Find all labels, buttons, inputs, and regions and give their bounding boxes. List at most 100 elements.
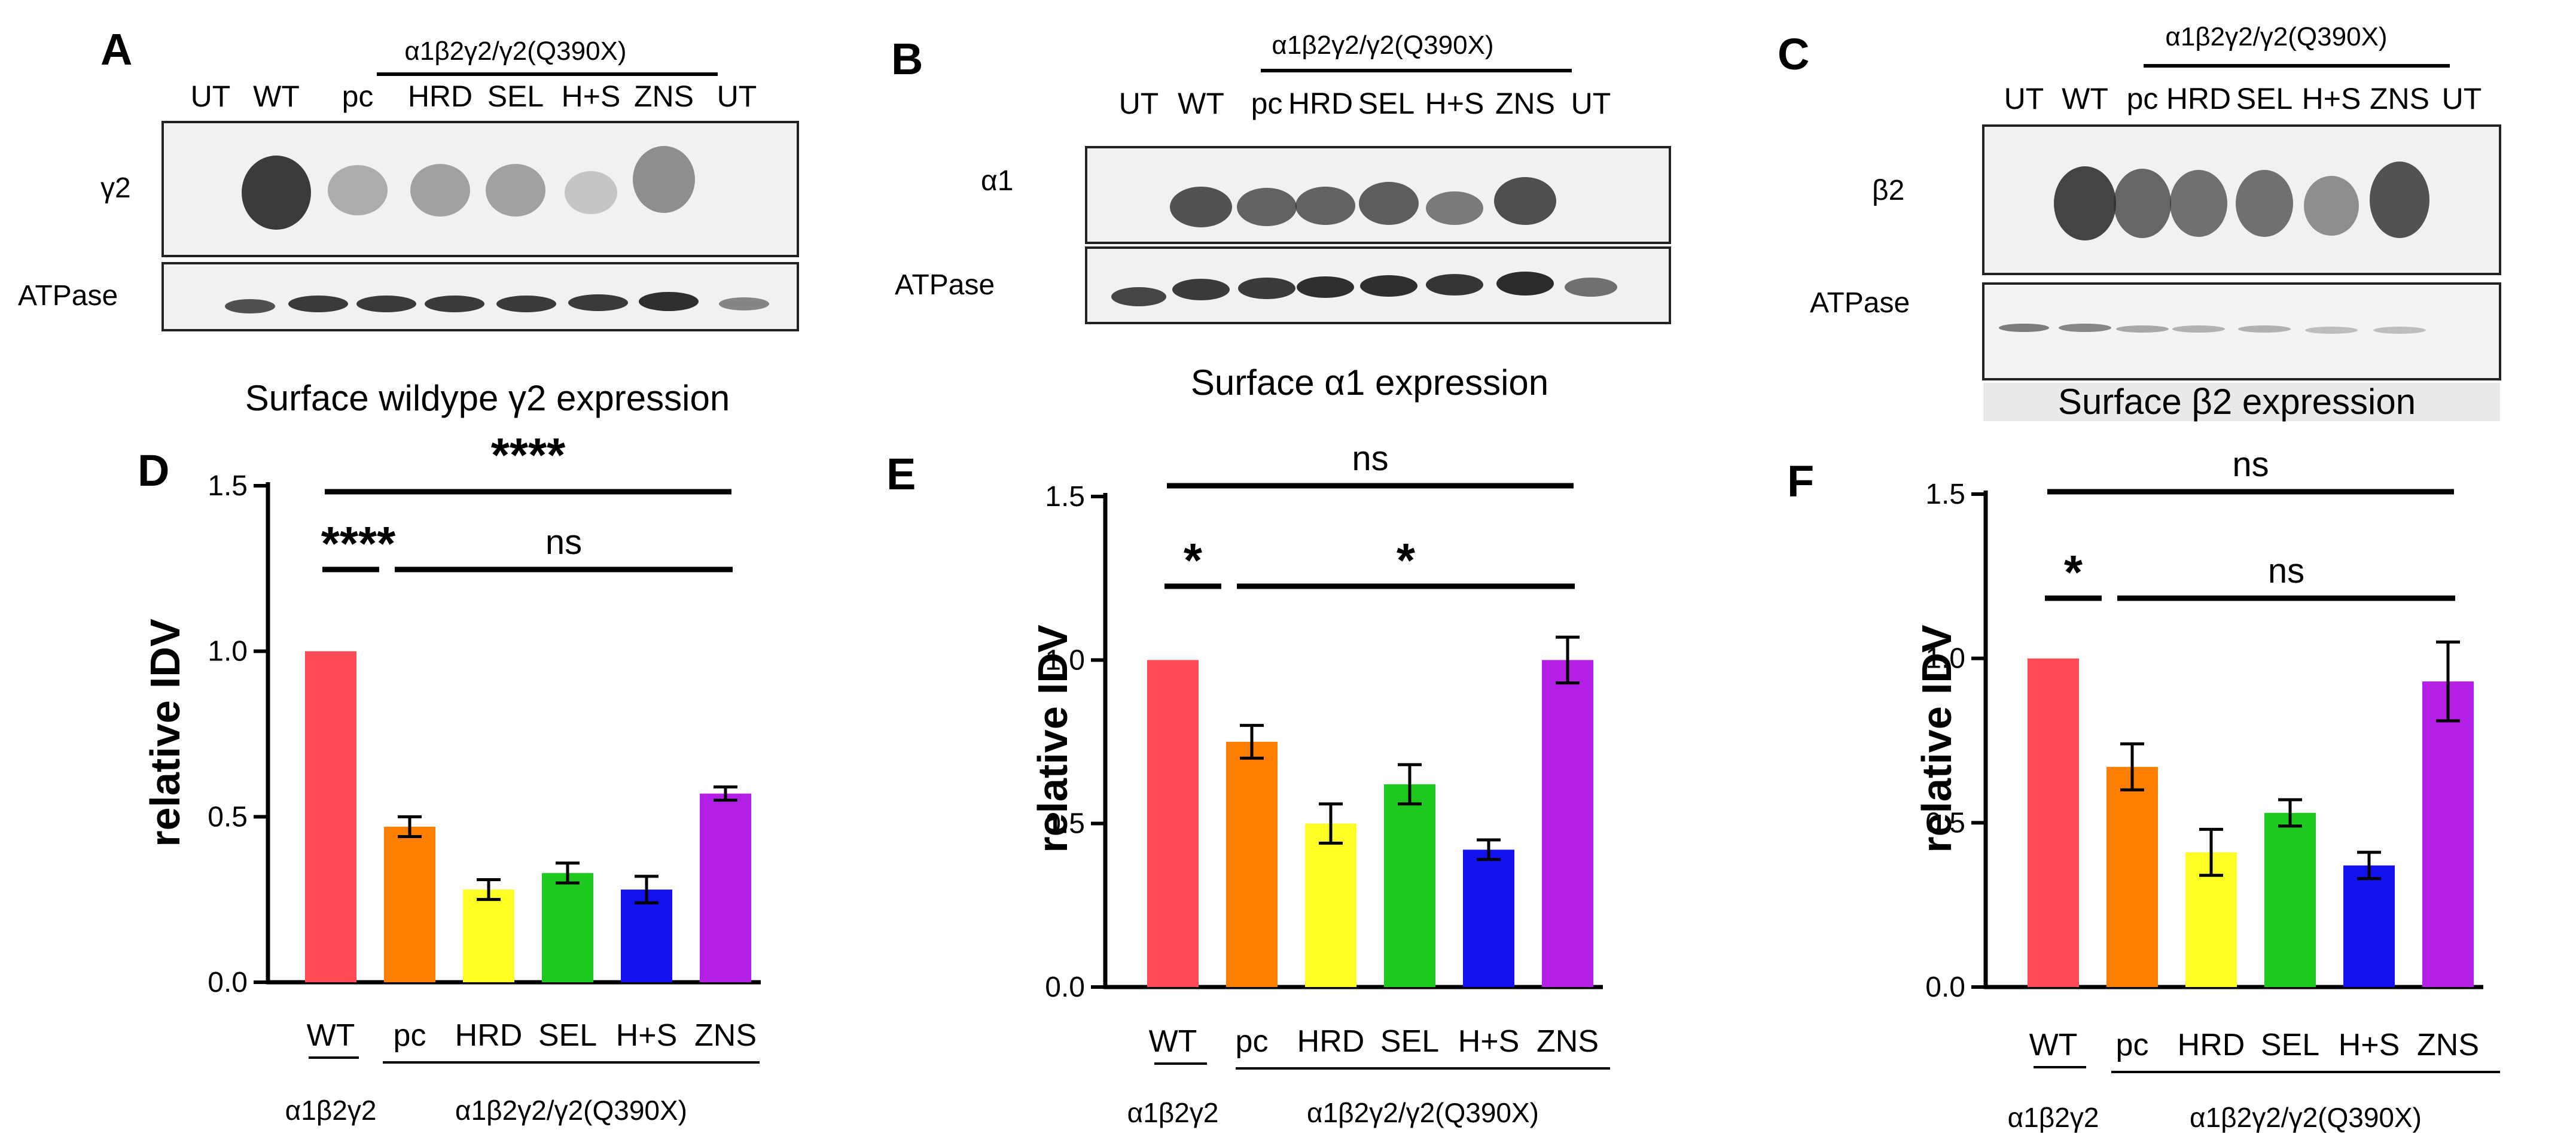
lane-label: UT [191, 80, 231, 113]
y-tick-label: 0.5 [208, 801, 248, 833]
lane-label: UT [2442, 82, 2482, 115]
blot-image-bottom [161, 262, 799, 331]
lane-label: pc [1251, 87, 1283, 120]
group-label: α1β2γ2 [2008, 1102, 2099, 1133]
y-tick-label: 0.0 [1925, 971, 1965, 1003]
y-tick-label: 0.0 [1045, 971, 1085, 1003]
x-tick-label: ZNS [1537, 1024, 1599, 1059]
lane-label: ZNS [1495, 87, 1555, 120]
blot-header: α1β2γ2/γ2(Q390X) [1272, 31, 1493, 60]
significance-label: **** [321, 517, 396, 570]
significance-label: * [1184, 534, 1203, 587]
significance-label: ns [545, 523, 582, 562]
x-tick-label: SEL [2261, 1028, 2319, 1062]
x-tick-label: WT [307, 1018, 355, 1053]
lane-labels: UT WT pc HRD SEL H+S ZNS UT [2004, 82, 2482, 115]
blot-header: α1β2γ2/γ2(Q390X) [404, 36, 626, 66]
bar-wt [305, 651, 356, 982]
panel-label: A [100, 25, 132, 74]
group-label: α1β2γ2 [1127, 1097, 1219, 1128]
bar-pc [1226, 742, 1278, 987]
bar-zns [700, 793, 751, 982]
lane-label: H+S [562, 80, 621, 113]
chart-d: D 0.0 0.5 1.0 1.5 relative IDV WT pc HRD SEL H+S ZN… [138, 428, 761, 1126]
x-tick-label: HRD [455, 1018, 523, 1053]
bar-hs [2343, 865, 2395, 987]
significance-label: ns [1352, 439, 1388, 478]
y-tick-label: 1.5 [1925, 479, 1965, 510]
lane-label: SEL [487, 80, 544, 113]
blot-header: α1β2γ2/γ2(Q390X) [2165, 22, 2387, 51]
blot-caption: Surface α1 expression [1191, 363, 1548, 403]
bar-zns [1542, 660, 1593, 987]
y-axis-label: relative IDV [1913, 625, 1960, 853]
lane-label: WT [253, 80, 300, 113]
x-tick-label: pc [1236, 1024, 1269, 1059]
blot-row-label: ATPase [1810, 287, 1910, 319]
blot-caption: Surface wildype γ2 expression [245, 378, 730, 418]
lane-label: UT [1119, 87, 1159, 120]
x-tick-label: WT [2029, 1028, 2078, 1062]
y-tick-label: 1.0 [1045, 644, 1085, 676]
bar-sel [542, 873, 593, 982]
y-axis-label: relative IDV [142, 619, 188, 847]
lane-label: H+S [2302, 82, 2361, 115]
bar-hrd [463, 890, 514, 982]
y-tick-label: 1.5 [208, 470, 248, 502]
bar-hs [621, 890, 672, 982]
lane-labels: UT WT pc HRD SEL H+S ZNS UT [1119, 87, 1611, 120]
bar-wt [2028, 658, 2079, 987]
y-tick-label: 1.0 [208, 636, 248, 668]
blot-row-label: β2 [1872, 175, 1904, 206]
x-tick-label: pc [394, 1018, 426, 1053]
significance-label: **** [491, 428, 566, 482]
blot-caption: Surface β2 expression [2058, 382, 2416, 422]
group-label: α1β2γ2/γ2(Q390X) [2190, 1102, 2422, 1133]
blot-row-label: ATPase [895, 269, 995, 301]
blot-panel-a: A α1β2γ2/γ2(Q390X) UT WT pc HRD SEL H+S … [18, 25, 799, 418]
x-tick-label: pc [2116, 1028, 2149, 1062]
panel-label: F [1787, 456, 1814, 506]
panel-label: B [891, 34, 923, 84]
lane-label: ZNS [634, 80, 694, 113]
lane-label: UT [2004, 82, 2044, 115]
significance-label: * [1397, 534, 1416, 587]
y-tick-label: 1.5 [1045, 481, 1085, 513]
lane-label: WT [1178, 87, 1224, 120]
lane-label: HRD [2166, 82, 2231, 115]
blot-panel-b: B α1β2γ2/γ2(Q390X) UT WT pc HRD SEL H+S … [891, 31, 1671, 403]
group-label: α1β2γ2/γ2(Q390X) [455, 1095, 687, 1126]
x-tick-label: HRD [1297, 1024, 1365, 1059]
lane-label: pc [342, 80, 374, 113]
x-tick-label: ZNS [2417, 1028, 2479, 1062]
y-tick-label: 0.0 [208, 967, 248, 998]
y-tick-label: 0.5 [1045, 808, 1085, 840]
bar-zns [2422, 681, 2474, 987]
x-tick-label: HRD [2178, 1028, 2245, 1062]
bar-hrd [1305, 823, 1356, 987]
blot-row-label: ATPase [18, 280, 118, 312]
x-tick-label: H+S [616, 1018, 678, 1053]
blot-image-bottom [1982, 282, 2501, 380]
x-tick-label: SEL [1380, 1024, 1439, 1059]
lane-label: WT [2062, 82, 2108, 115]
lane-label: SEL [1358, 87, 1415, 120]
bar-sel [1384, 784, 1435, 987]
lane-label: UT [717, 80, 757, 113]
lane-labels: UT WT pc HRD SEL H+S ZNS UT [191, 80, 757, 113]
caption-backdrop [1983, 383, 2500, 421]
x-tick-label: WT [1149, 1024, 1197, 1059]
panel-label: D [138, 446, 169, 495]
lane-label: pc [2127, 82, 2159, 115]
chart-e: E 0.0 0.5 1.0 1.5 relative IDV WT pc HRD SEL H+S ZN… [886, 439, 1610, 1128]
lane-label: UT [1571, 87, 1611, 120]
blot-row-label: α1 [981, 165, 1013, 197]
x-tick-label: SEL [538, 1018, 597, 1053]
x-tick-label: ZNS [694, 1018, 757, 1053]
panel-label: C [1778, 29, 1809, 79]
bar-wt [1147, 660, 1199, 987]
chart-f: F 0.0 0.5 1.0 1.5 relative IDV WT pc HRD SEL H+S ZN… [1787, 445, 2500, 1133]
significance-label: ns [2232, 445, 2269, 484]
bar-hs [1463, 849, 1514, 987]
